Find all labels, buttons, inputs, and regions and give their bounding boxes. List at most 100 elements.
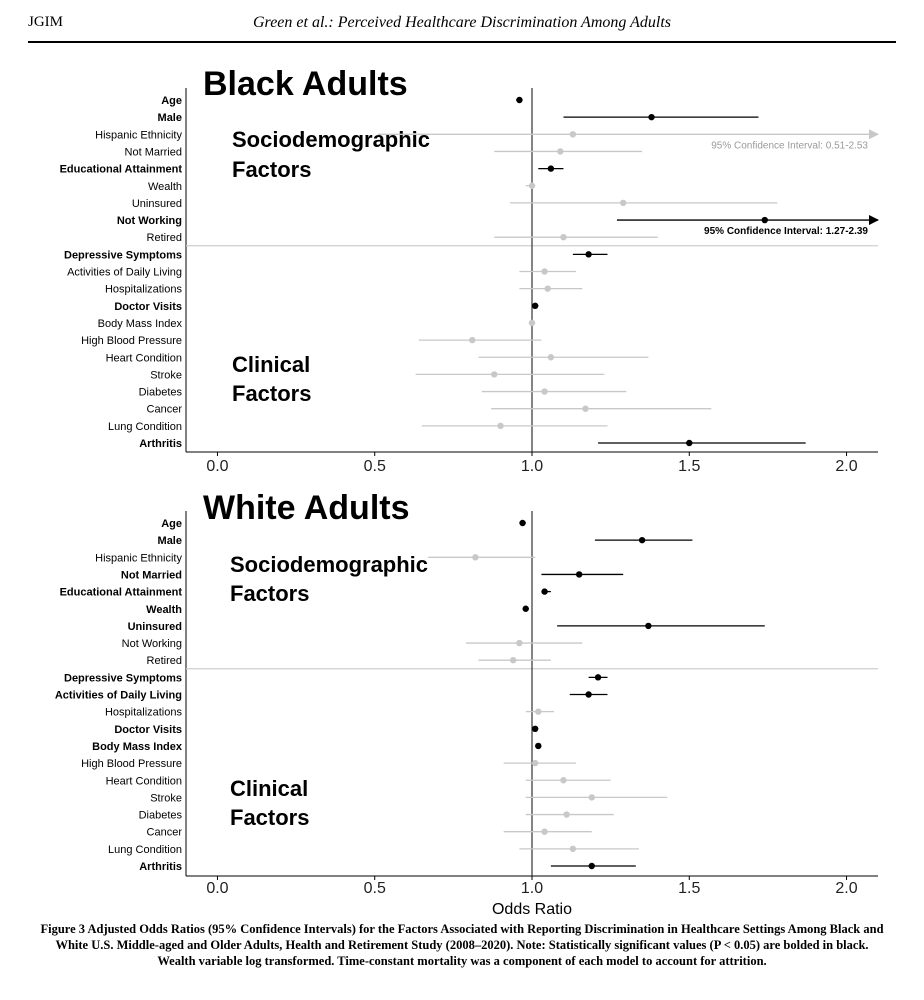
panel1-x-tick-label: 0.0 bbox=[206, 458, 228, 475]
panel2-row-label: Depressive Symptoms bbox=[64, 672, 182, 684]
panel1-row-label: Hispanic Ethnicity bbox=[95, 129, 182, 141]
panel1-row-label: Wealth bbox=[148, 181, 182, 193]
panel2-odds-ratio-point bbox=[541, 588, 548, 595]
panel2-odds-ratio-point bbox=[509, 657, 517, 664]
panel2-x-tick-label: 0.0 bbox=[206, 880, 228, 897]
panel2-group-label: Clinical bbox=[230, 776, 308, 801]
panel2-row-label: Cancer bbox=[147, 827, 183, 839]
panel1-odds-ratio-point bbox=[541, 388, 548, 395]
panel1-odds-ratio-point bbox=[497, 422, 504, 430]
panel1-row-label: Educational Attainment bbox=[60, 164, 183, 176]
panel1-row-label: Cancer bbox=[147, 404, 183, 416]
panel2-row-label: Male bbox=[158, 535, 182, 547]
panel2-row-label: Not Married bbox=[121, 569, 182, 581]
panel1-row-label: Uninsured bbox=[132, 198, 182, 210]
panel2-row-label: Not Working bbox=[122, 638, 182, 650]
panel2-odds-ratio-point bbox=[519, 519, 526, 527]
panel2-row-label: Retired bbox=[147, 655, 182, 667]
panel1-ci-annotation: 95% Confidence Interval: 0.51-2.53 bbox=[711, 140, 868, 151]
panel1-row-label: Lung Condition bbox=[108, 421, 182, 433]
panel2-group-label: Factors bbox=[230, 805, 309, 830]
panel1-odds-ratio-point bbox=[531, 302, 539, 309]
panel2-row-label: Heart Condition bbox=[106, 775, 182, 787]
panel2-row-label: Educational Attainment bbox=[60, 587, 183, 599]
panel2-row-label: High Blood Pressure bbox=[81, 758, 182, 770]
panel1-odds-ratio-point bbox=[560, 234, 567, 241]
panel2-odds-ratio-point bbox=[588, 862, 595, 870]
page-header: JGIM Green et al.: Perceived Healthcare … bbox=[0, 0, 924, 44]
panel1-odds-ratio-point bbox=[648, 113, 655, 121]
panel2-odds-ratio-point bbox=[588, 794, 595, 801]
panel1-row-label: Arthritis bbox=[139, 438, 182, 450]
panel2-row-label: Stroke bbox=[150, 792, 182, 804]
panel2-row-label: Arthritis bbox=[139, 861, 182, 873]
panel2-odds-ratio-point bbox=[569, 845, 577, 853]
panel1-row-label: Diabetes bbox=[139, 387, 183, 399]
panel1-group-label: Factors bbox=[232, 381, 311, 406]
panel2-odds-ratio-point bbox=[535, 742, 542, 750]
panel1-row-label: Not Married bbox=[125, 146, 182, 158]
panel2-row-label: Age bbox=[161, 518, 182, 530]
panel2-x-axis-title: Odds Ratio bbox=[492, 901, 572, 915]
panel1-row-label: Heart Condition bbox=[106, 352, 182, 364]
panel2-group-label: Sociodemographic bbox=[230, 552, 428, 577]
panel1-odds-ratio-point bbox=[528, 182, 536, 189]
panel2-x-tick-label: 1.5 bbox=[678, 880, 700, 897]
panel1-row-label: Retired bbox=[147, 232, 182, 244]
panel2-odds-ratio-point bbox=[560, 777, 567, 784]
panel1-odds-ratio-point bbox=[686, 439, 693, 447]
journal-name: JGIM bbox=[28, 14, 64, 30]
panel1-row-label: Stroke bbox=[150, 369, 182, 381]
panel1-odds-ratio-point bbox=[541, 268, 548, 275]
panel1-odds-ratio-point bbox=[569, 131, 577, 138]
panel1-odds-ratio-point bbox=[547, 354, 555, 361]
panel1-row-label: Male bbox=[158, 112, 182, 124]
panel1-row-label: Age bbox=[161, 95, 182, 107]
panel2-row-label: Body Mass Index bbox=[92, 741, 183, 753]
panel2-odds-ratio-point bbox=[535, 708, 542, 715]
panel1-odds-ratio-point bbox=[761, 216, 768, 224]
panel1-row-label: Body Mass Index bbox=[98, 318, 183, 330]
panel2-row-label: Hospitalizations bbox=[105, 707, 183, 719]
panel1-group-label: Clinical bbox=[232, 352, 310, 377]
panel2-x-tick-label: 0.5 bbox=[364, 880, 386, 897]
panel1-x-tick-label: 0.5 bbox=[364, 458, 386, 475]
header-rule bbox=[28, 41, 896, 43]
panel1-group-label: Factors bbox=[232, 157, 311, 182]
panel1-row-label: Not Working bbox=[117, 215, 182, 227]
panel2-odds-ratio-point bbox=[472, 554, 479, 561]
panel1-row-label: High Blood Pressure bbox=[81, 335, 182, 347]
panel1-odds-ratio-point bbox=[620, 199, 627, 207]
panel2-row-label: Uninsured bbox=[128, 621, 182, 633]
panel2-odds-ratio-point bbox=[531, 725, 539, 732]
panel2-row-label: Activities of Daily Living bbox=[55, 690, 182, 702]
panel1-odds-ratio-point bbox=[582, 405, 589, 412]
panel1-x-tick-label: 2.0 bbox=[835, 458, 857, 475]
panel1-odds-ratio-point bbox=[491, 371, 498, 378]
panel2-row-label: Lung Condition bbox=[108, 844, 182, 856]
panel2-odds-ratio-point bbox=[645, 622, 652, 630]
running-title: Green et al.: Perceived Healthcare Discr… bbox=[253, 14, 671, 31]
panel2-x-tick-label: 1.0 bbox=[521, 880, 543, 897]
figure-caption: Figure 3 Adjusted Odds Ratios (95% Confi… bbox=[40, 922, 884, 968]
panel2-odds-ratio-point bbox=[594, 674, 602, 681]
panel2-x-tick-label: 2.0 bbox=[835, 880, 857, 897]
forest-plot-figure: Black Adults 0.0 0.5 1.0 1.5 2.0 Sociodemograp… bbox=[55, 65, 879, 915]
panel2-odds-ratio-point bbox=[531, 759, 539, 767]
panel1-row-label: Depressive Symptoms bbox=[64, 249, 182, 261]
panel1-odds-ratio-point bbox=[516, 96, 523, 104]
panel2-odds-ratio-point bbox=[563, 811, 570, 818]
panel1-x-tick-label: 1.0 bbox=[521, 458, 543, 475]
panel1-odds-ratio-point bbox=[544, 285, 551, 292]
panel2-odds-ratio-point bbox=[638, 536, 646, 544]
panel1-row-label: Doctor Visits bbox=[114, 301, 182, 313]
panel1-odds-ratio-point bbox=[528, 319, 536, 327]
panel2-group-label: Factors bbox=[230, 581, 309, 606]
panel1-row-label: Activities of Daily Living bbox=[67, 267, 182, 279]
panel2-row-label: Wealth bbox=[146, 604, 182, 616]
panel1-odds-ratio-point bbox=[557, 148, 564, 155]
panel1-odds-ratio-point bbox=[547, 165, 555, 172]
panel1-ci-annotation: 95% Confidence Interval: 1.27-2.39 bbox=[704, 226, 868, 237]
panel2-odds-ratio-point bbox=[575, 571, 583, 578]
panel2-odds-ratio-point bbox=[522, 605, 529, 612]
